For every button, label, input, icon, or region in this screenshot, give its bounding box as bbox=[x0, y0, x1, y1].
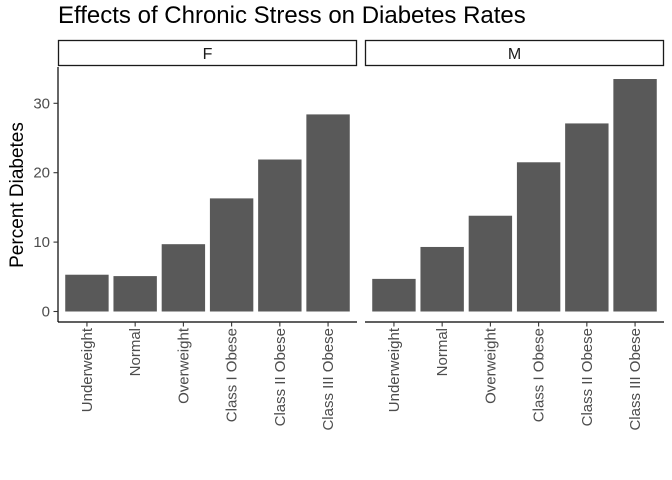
x-tick-label: Class I Obese bbox=[531, 328, 548, 422]
x-tick-label: Normal bbox=[127, 328, 144, 376]
x-tick-label: Class III Obese bbox=[627, 328, 644, 431]
y-tick-label: 0 bbox=[42, 304, 50, 321]
x-tick-label: Underweight bbox=[79, 327, 96, 412]
x-tick-label: Class II Obese bbox=[272, 328, 289, 426]
bar-m-underweight bbox=[372, 278, 416, 312]
facet-panel-f: F Underweight Normal Overweight Class I Obes… bbox=[57, 39, 358, 431]
y-axis-title: Percent Diabetes bbox=[7, 122, 28, 268]
bar-f-overweight bbox=[161, 244, 206, 312]
x-tick-label: Normal bbox=[434, 328, 451, 376]
bar-f-normal bbox=[113, 276, 157, 312]
y-axis-title-group: Percent Diabetes bbox=[7, 122, 28, 268]
facet-panels: F Underweight Normal Overweight Class I Obes… bbox=[57, 39, 665, 431]
bar-m-overweight bbox=[468, 215, 513, 312]
facet-strip-label: F bbox=[203, 46, 213, 63]
bar-f-class-ii-obese bbox=[258, 159, 302, 312]
y-tick-label: 10 bbox=[33, 234, 50, 251]
y-tick-label: 20 bbox=[33, 165, 50, 182]
x-tick-label: Overweight bbox=[175, 327, 192, 404]
bar-f-class-i-obese bbox=[209, 198, 254, 312]
facet-strip bbox=[364, 39, 665, 67]
y-tick-label: 30 bbox=[33, 95, 50, 112]
facet-panel-m: M Underweight Normal Overweight Class I Obes… bbox=[364, 39, 665, 431]
bar-f-class-iii-obese bbox=[306, 114, 350, 312]
facet-strip-label: M bbox=[508, 46, 521, 63]
bar-m-class-iii-obese bbox=[613, 79, 657, 312]
bar-f-underweight bbox=[65, 274, 109, 312]
x-tick-label: Class II Obese bbox=[579, 328, 596, 426]
facet-strip bbox=[57, 39, 358, 67]
chart-title: Effects of Chronic Stress on Diabetes Ra… bbox=[58, 2, 526, 29]
bar-m-class-ii-obese bbox=[565, 123, 609, 312]
y-axis: 0 10 20 30 bbox=[33, 67, 59, 322]
x-tick-label: Class I Obese bbox=[224, 328, 241, 422]
x-tick-label: Class III Obese bbox=[320, 328, 337, 431]
bar-m-class-i-obese bbox=[516, 162, 561, 312]
x-tick-label: Overweight bbox=[482, 327, 499, 404]
x-tick-label: Underweight bbox=[386, 327, 403, 412]
bar-m-normal bbox=[420, 246, 464, 312]
